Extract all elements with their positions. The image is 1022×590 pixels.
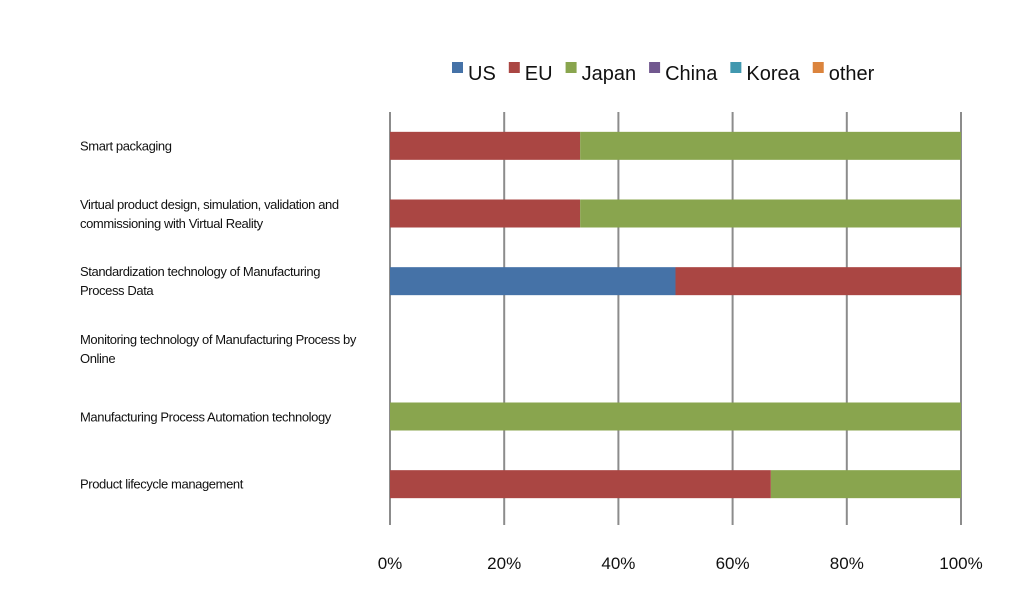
bar-segment (580, 131, 961, 160)
category-label: Product lifecycle management (80, 476, 243, 492)
x-tick-label: 40% (601, 554, 635, 573)
legend-swatch (730, 62, 742, 73)
bar-segment (390, 199, 581, 228)
legend-item: Korea (730, 62, 801, 85)
legend-item: China (649, 62, 718, 85)
legend-label: Japan (582, 63, 637, 85)
bar-segment (390, 470, 771, 499)
legend-item: EU (508, 62, 553, 85)
x-tick-label: 100% (939, 554, 982, 573)
category-label: Smart packaging (80, 138, 172, 154)
bar-segment (390, 131, 581, 160)
legend-item: other (812, 62, 875, 85)
category-label: Monitoring technology of Manufacturing P… (80, 331, 356, 366)
category-label: Virtual product design, simulation, vali… (80, 196, 339, 231)
legend-swatch (812, 62, 824, 73)
legend-item: Japan (565, 62, 637, 85)
bar-segment (580, 199, 961, 228)
x-tick-label: 80% (830, 554, 864, 573)
category-label: Manufacturing Process Automation technol… (80, 409, 331, 424)
legend-swatch (508, 62, 520, 73)
bar-segment (675, 267, 961, 296)
category-label: Standardization technology of Manufactur… (80, 264, 321, 299)
bar-segment (390, 402, 961, 431)
legend-item: US (452, 62, 496, 85)
legend-swatch (452, 62, 463, 73)
legend-label: US (468, 63, 496, 85)
bar-segment (770, 470, 961, 499)
legend-label: China (665, 63, 718, 85)
legend-swatch (565, 62, 577, 73)
legend-label: other (829, 63, 875, 85)
legend-swatch (649, 62, 661, 73)
bar-segment (390, 267, 676, 296)
x-tick-label: 0% (378, 554, 403, 573)
x-tick-label: 20% (487, 554, 521, 573)
legend-label: EU (525, 63, 553, 85)
legend-label: Korea (746, 63, 800, 85)
x-tick-label: 60% (716, 554, 750, 573)
